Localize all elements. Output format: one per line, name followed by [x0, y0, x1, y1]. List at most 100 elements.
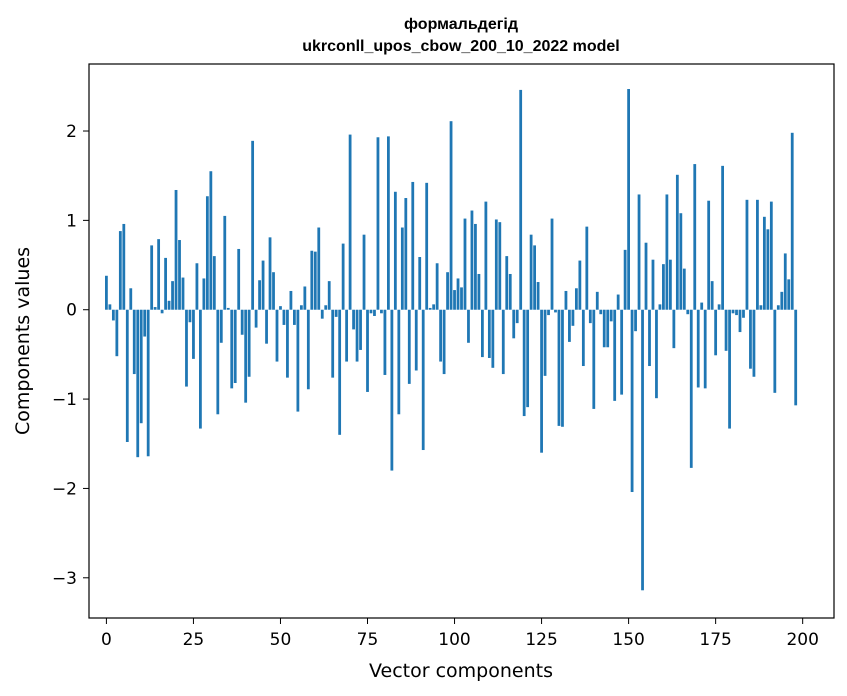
bar: [505, 256, 509, 310]
bar: [299, 305, 303, 310]
bar: [602, 309, 606, 348]
bar: [536, 282, 540, 310]
bar: [216, 309, 220, 415]
bar: [348, 134, 352, 310]
bar: [153, 307, 157, 310]
bar: [446, 272, 449, 310]
x-tick-label: 100: [438, 630, 470, 650]
bar: [192, 309, 195, 359]
bar: [613, 309, 617, 401]
bar: [345, 309, 349, 362]
bar: [111, 309, 115, 321]
bar: [578, 260, 582, 310]
bar: [425, 182, 429, 310]
bar: [380, 309, 383, 314]
bar: [272, 272, 275, 310]
bar: [136, 309, 140, 458]
x-tick-label: 175: [699, 630, 731, 650]
y-tick-label: 1: [66, 211, 77, 231]
bar: [331, 309, 335, 378]
bar: [125, 309, 129, 442]
bar: [550, 218, 554, 310]
bar: [310, 250, 314, 310]
bar: [282, 309, 286, 325]
bar: [714, 309, 718, 356]
bar: [658, 304, 662, 310]
bar: [202, 278, 206, 310]
bar: [453, 290, 456, 310]
bar: [369, 309, 373, 314]
bar: [790, 132, 794, 310]
bar: [738, 309, 742, 333]
bar: [540, 309, 543, 453]
bar: [561, 309, 564, 427]
bar: [383, 309, 387, 375]
bar: [599, 309, 603, 315]
bar: [554, 309, 557, 313]
bar: [421, 309, 425, 451]
bar: [397, 309, 401, 415]
bar: [515, 309, 519, 324]
bar: [689, 309, 693, 468]
bar: [487, 309, 491, 358]
bar: [543, 309, 547, 376]
bar: [762, 216, 766, 310]
bar: [341, 243, 345, 310]
bar: [411, 181, 415, 310]
bar: [164, 257, 167, 310]
bar: [742, 309, 745, 318]
bar: [199, 309, 202, 429]
bar: [181, 277, 185, 310]
bar: [491, 309, 495, 368]
bar: [728, 309, 731, 429]
x-tick-label: 0: [101, 630, 112, 650]
bar: [460, 287, 463, 310]
bar: [167, 300, 171, 310]
bar: [616, 294, 620, 310]
x-tick-label: 125: [525, 630, 557, 650]
bar: [703, 309, 707, 389]
x-tick-label: 25: [183, 630, 205, 650]
bar: [700, 302, 704, 310]
bar: [247, 309, 251, 377]
bar: [522, 309, 526, 417]
bar: [296, 309, 300, 412]
bar: [327, 281, 331, 310]
x-tick-label: 50: [270, 630, 292, 650]
bar: [251, 140, 255, 310]
bar: [735, 309, 738, 316]
bar: [414, 309, 418, 371]
bar: [470, 210, 474, 310]
bar: [721, 165, 724, 310]
bar: [759, 305, 763, 310]
bar: [432, 304, 436, 310]
bar: [717, 304, 721, 310]
bar: [122, 223, 126, 310]
bar: [710, 281, 714, 310]
bar: [731, 309, 735, 314]
bar: [237, 248, 241, 310]
bar: [794, 309, 798, 406]
bar: [749, 309, 752, 369]
bar: [568, 309, 571, 342]
bar: [244, 309, 248, 403]
bar: [672, 309, 676, 349]
bar: [334, 309, 338, 317]
bar: [366, 309, 369, 392]
bar: [780, 291, 784, 310]
bar: [407, 309, 411, 384]
bar: [623, 249, 627, 310]
bar: [324, 305, 328, 310]
bar: [188, 309, 192, 323]
bar: [317, 227, 321, 310]
bar: [756, 199, 759, 310]
bar: [223, 215, 227, 310]
bar: [286, 309, 289, 378]
bar: [529, 234, 533, 310]
bar: [449, 121, 453, 310]
bar: [494, 219, 498, 310]
bar: [275, 309, 279, 362]
bar: [651, 259, 655, 310]
bar: [467, 309, 470, 343]
y-tick-label: −1: [52, 390, 77, 410]
